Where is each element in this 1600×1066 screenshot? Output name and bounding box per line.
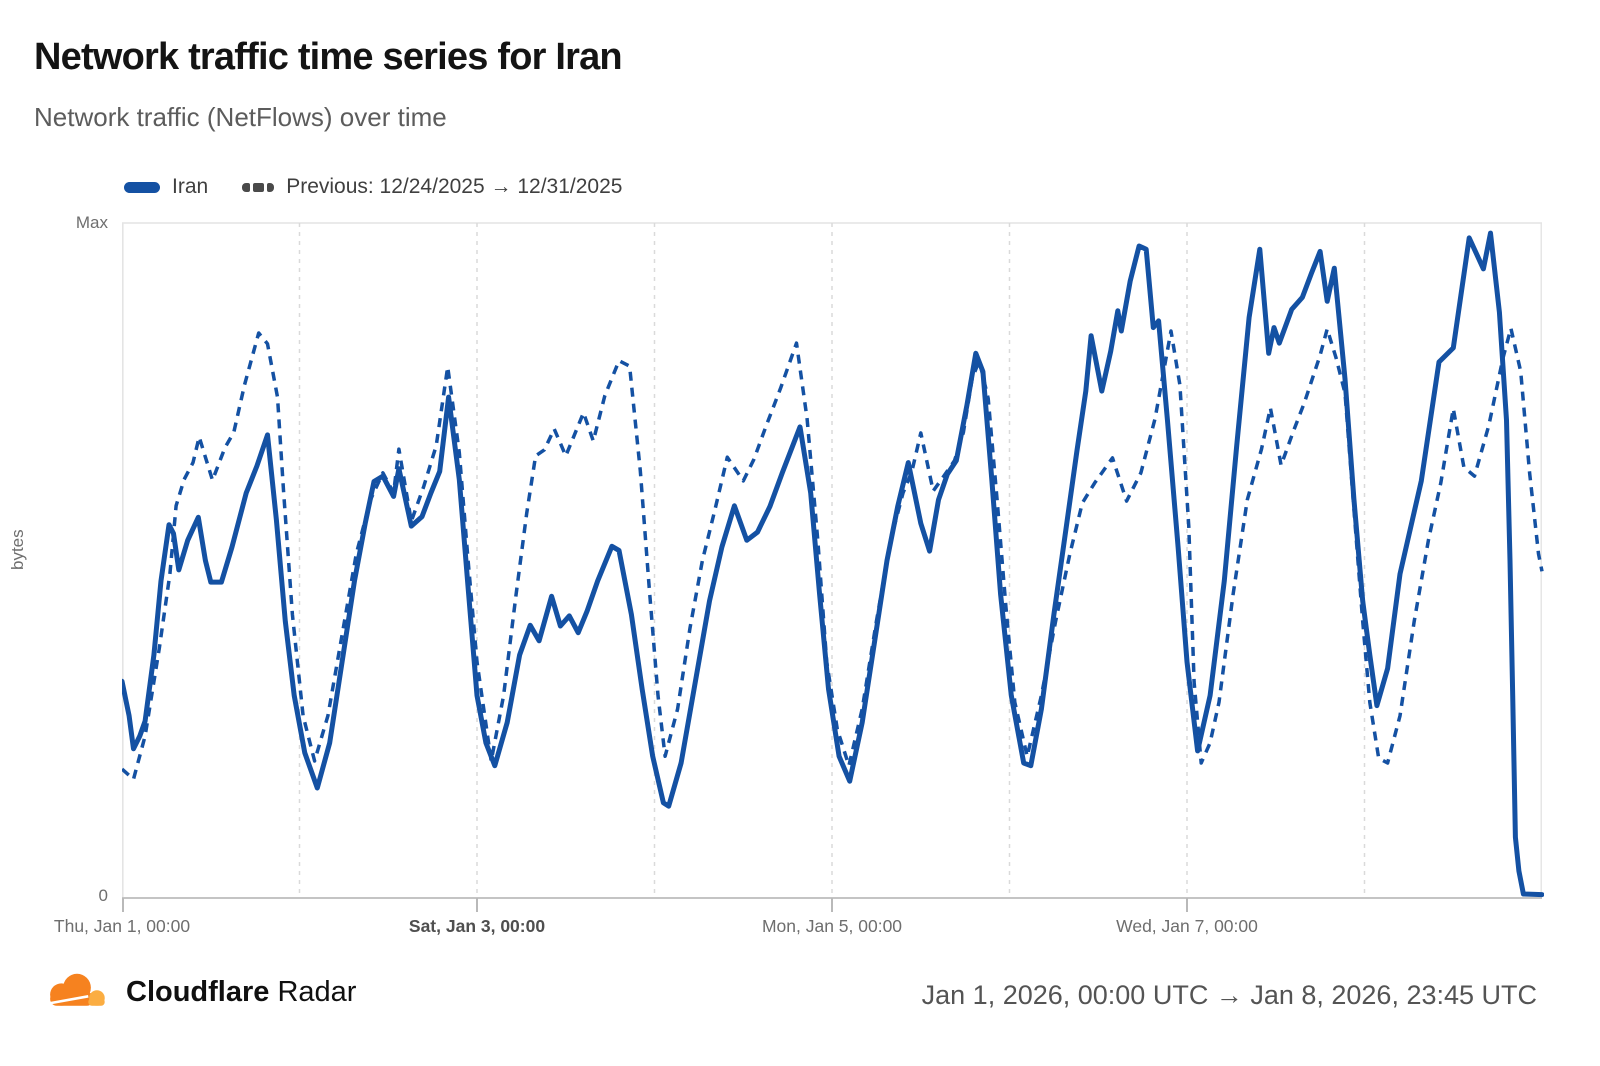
- footer-date-range: Jan 1, 2026, 00:00 UTC → Jan 8, 2026, 23…: [921, 980, 1537, 1010]
- page-title: Network traffic time series for Iran: [34, 36, 623, 78]
- series-line-previous: [122, 326, 1544, 781]
- x-tick-label: Sat, Jan 3, 00:00: [408, 916, 546, 936]
- brand-radar: Radar: [277, 975, 357, 1008]
- legend-label-previous: Previous: 12/24/2025 → 12/31/2025: [286, 175, 623, 198]
- chart-subtitle: Network traffic (NetFlows) over time: [34, 102, 447, 132]
- series-line-current: [122, 230, 1544, 898]
- iran-series-swatch: [124, 181, 160, 193]
- y-axis-zero-label: 0: [98, 886, 108, 905]
- traffic-line-plot[interactable]: [122, 222, 1544, 922]
- x-tick-label: Thu, Jan 1, 00:00: [53, 916, 191, 936]
- legend-label-iran: Iran: [172, 175, 209, 198]
- cloudflare-radar-brand[interactable]: Cloudflare Radar: [38, 966, 356, 1018]
- chart-legend: Iran Previous: 12/24/2025 → 12/31/2025: [124, 175, 622, 199]
- page-footer: Cloudflare Radar Jan 1, 2026, 00:00 UTC …: [0, 966, 1600, 1036]
- x-tick-label: Mon, Jan 5, 00:00: [761, 916, 903, 936]
- chart-area: Max 0 bytes Thu, Jan 1, 00:00 Sat, Jan 3,…: [8, 213, 1544, 936]
- x-tick-label: Wed, Jan 7, 00:00: [1116, 916, 1258, 936]
- legend-item-iran[interactable]: Iran: [124, 175, 208, 199]
- previous-series-dashed-swatch: [242, 182, 275, 192]
- y-axis-unit-label: bytes: [8, 529, 27, 570]
- cloudflare-logo-icon: [38, 973, 116, 1018]
- legend-item-previous[interactable]: Previous: 12/24/2025 → 12/31/2025: [242, 175, 622, 199]
- brand-cloudflare: Cloudflare: [126, 975, 270, 1008]
- y-axis-max-label: Max: [75, 213, 108, 232]
- brand-text: Cloudflare Radar: [126, 976, 356, 1009]
